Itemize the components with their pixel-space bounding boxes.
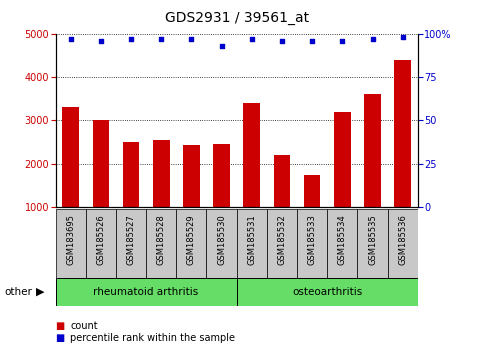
Bar [237,278,418,306]
Point [97,38,105,44]
Point [67,36,74,42]
Bar [56,278,237,306]
Bar [213,144,230,251]
Bar [395,59,411,251]
Bar [183,145,199,251]
Text: GSM185526: GSM185526 [96,215,105,265]
Bar [56,209,86,278]
Text: GSM183695: GSM183695 [66,215,75,265]
Bar [123,142,139,251]
Text: GDS2931 / 39561_at: GDS2931 / 39561_at [165,11,309,25]
Text: osteoarthritis: osteoarthritis [292,287,362,297]
Point [399,34,407,40]
Text: GSM185534: GSM185534 [338,215,347,265]
Text: GSM185531: GSM185531 [247,215,256,265]
Text: ■: ■ [56,333,65,343]
Text: percentile rank within the sample: percentile rank within the sample [70,333,235,343]
Text: GSM185536: GSM185536 [398,215,407,265]
Text: other: other [5,287,33,297]
Point [308,38,316,44]
Text: GSM185530: GSM185530 [217,215,226,265]
Bar [86,209,116,278]
Text: GSM185527: GSM185527 [127,215,136,265]
Point [218,43,226,48]
Bar [207,209,237,278]
Text: GSM185529: GSM185529 [187,215,196,265]
Point [127,36,135,42]
Bar [274,155,290,251]
Bar [297,209,327,278]
Point [339,38,346,44]
Text: ▶: ▶ [36,287,44,297]
Bar [153,140,170,251]
Text: rheumatoid arthritis: rheumatoid arthritis [94,287,199,297]
Point [278,38,286,44]
Bar [176,209,207,278]
Point [248,36,256,42]
Text: GSM185535: GSM185535 [368,215,377,265]
Point [157,36,165,42]
Point [369,36,376,42]
Bar [364,95,381,251]
Bar [357,209,388,278]
Text: GSM185532: GSM185532 [277,215,286,265]
Bar [237,209,267,278]
Bar [243,103,260,251]
Bar [304,175,320,251]
Bar [116,209,146,278]
Bar [62,107,79,251]
Bar [327,209,357,278]
Text: count: count [70,321,98,331]
Point [187,36,195,42]
Bar [267,209,297,278]
Text: GSM185533: GSM185533 [308,215,317,265]
Text: ■: ■ [56,321,65,331]
Bar [93,120,109,251]
Bar [146,209,176,278]
Text: GSM185528: GSM185528 [156,215,166,265]
Bar [388,209,418,278]
Bar [334,112,351,251]
